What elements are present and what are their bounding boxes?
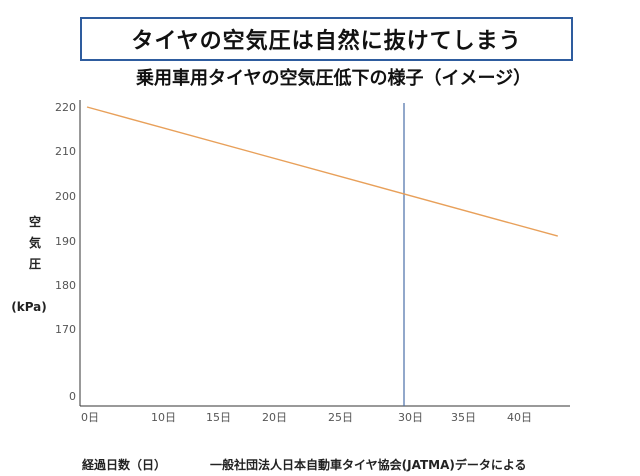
x-tick-label: 40日 — [507, 411, 532, 424]
y-tick-label: 180 — [55, 279, 76, 292]
y-tick-label: 0 — [69, 390, 76, 403]
x-tick-label: 35日 — [451, 411, 476, 424]
x-tick-label: 0日 — [81, 411, 99, 424]
x-tick-label: 25日 — [328, 411, 353, 424]
y-tick-label: 210 — [55, 145, 76, 158]
y-tick-label: 200 — [55, 190, 76, 203]
x-tick-label: 10日 — [151, 411, 176, 424]
y-axis-unit: (kPa) — [11, 300, 47, 314]
x-tick-label: 20日 — [262, 411, 287, 424]
pressure-series-line — [86, 106, 558, 237]
chart-title: 乗用車用タイヤの空気圧低下の様子（イメージ） — [136, 68, 532, 89]
page-title: タイヤの空気圧は自然に抜けてしまう — [80, 17, 573, 61]
y-axis-label-char: 気 — [28, 236, 41, 250]
y-tick-label: 170 — [55, 323, 76, 336]
y-axis-label-char: 空 — [28, 215, 41, 229]
source-note: 一般社団法人日本自動車タイヤ協会(JATMA)データによる — [210, 458, 527, 472]
x-axis-label: 経過日数（日） — [82, 458, 167, 472]
page-title-text: タイヤの空気圧は自然に抜けてしまう — [131, 29, 522, 54]
x-tick-label: 30日 — [398, 411, 423, 424]
y-axis-label-char: 圧 — [28, 257, 41, 271]
x-tick-label: 15日 — [206, 411, 231, 424]
y-tick-label: 220 — [55, 101, 76, 114]
y-axis-label: 空気圧 — [27, 212, 43, 275]
y-tick-label: 190 — [55, 235, 76, 248]
